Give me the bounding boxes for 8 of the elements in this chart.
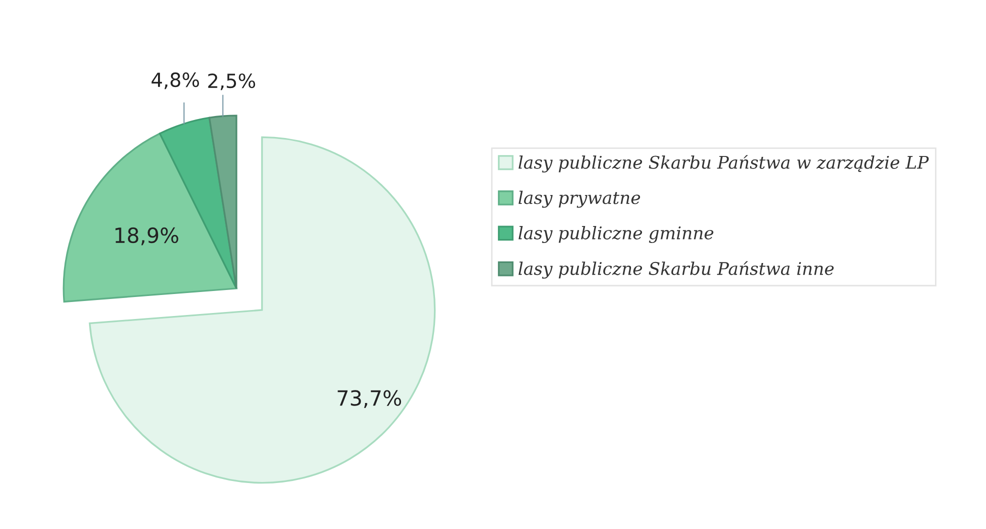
data-label: 73,7% <box>338 390 402 408</box>
legend-label: lasy publiczne gminne <box>518 226 714 244</box>
data-label: 18,9% <box>116 227 178 246</box>
data-label: 2,5% <box>208 73 256 90</box>
data-label: 4,8% <box>152 72 199 90</box>
legend-label: lasy publiczne Skarbu Państwa inne <box>518 261 834 279</box>
legend-label: lasy publiczne Skarbu Państwa w zarządzie LP <box>518 155 929 172</box>
legend-label: lasy prywatne <box>518 190 640 208</box>
